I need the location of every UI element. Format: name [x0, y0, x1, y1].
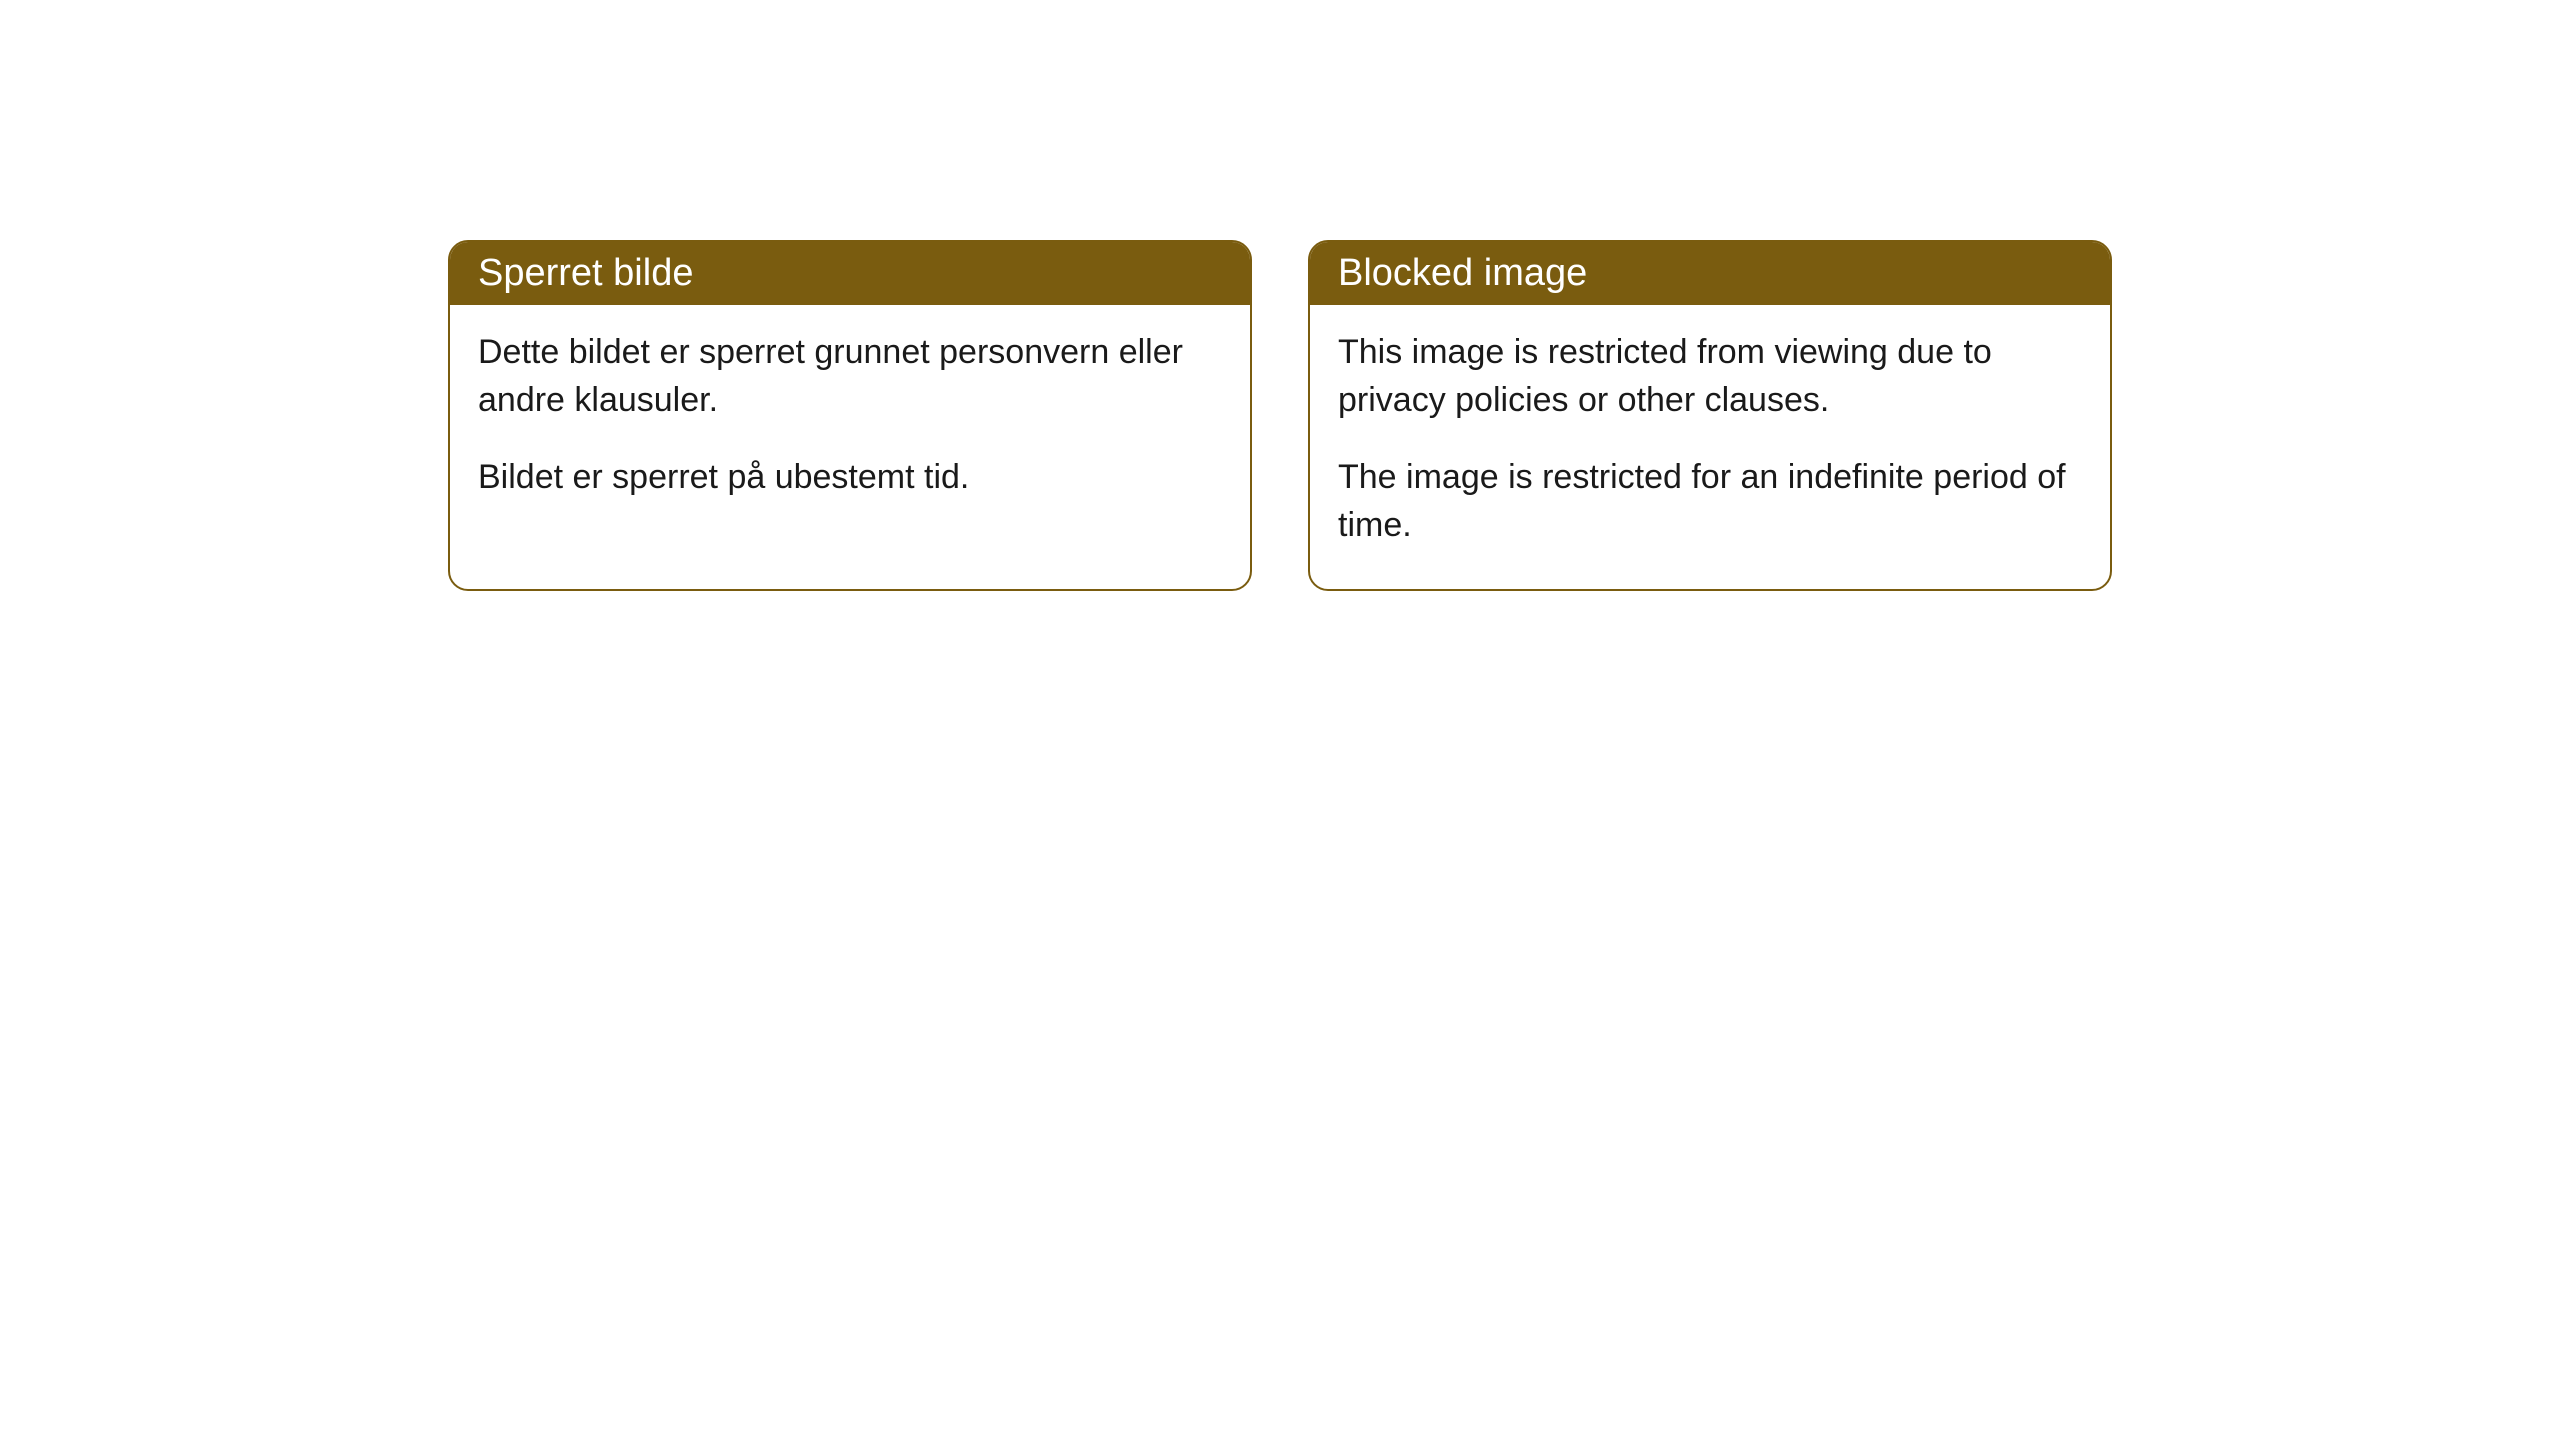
notice-header-english: Blocked image: [1310, 242, 2110, 305]
notice-body-norwegian: Dette bildet er sperret grunnet personve…: [450, 305, 1250, 542]
notice-title: Sperret bilde: [478, 252, 693, 294]
notice-paragraph: Dette bildet er sperret grunnet personve…: [478, 329, 1222, 424]
notice-title: Blocked image: [1338, 252, 1587, 294]
notice-paragraph: This image is restricted from viewing du…: [1338, 329, 2082, 424]
notice-paragraph: The image is restricted for an indefinit…: [1338, 454, 2082, 549]
notice-container: Sperret bilde Dette bildet er sperret gr…: [448, 240, 2112, 591]
notice-card-english: Blocked image This image is restricted f…: [1308, 240, 2112, 591]
notice-card-norwegian: Sperret bilde Dette bildet er sperret gr…: [448, 240, 1252, 591]
notice-header-norwegian: Sperret bilde: [450, 242, 1250, 305]
notice-body-english: This image is restricted from viewing du…: [1310, 305, 2110, 589]
notice-paragraph: Bildet er sperret på ubestemt tid.: [478, 454, 1222, 502]
